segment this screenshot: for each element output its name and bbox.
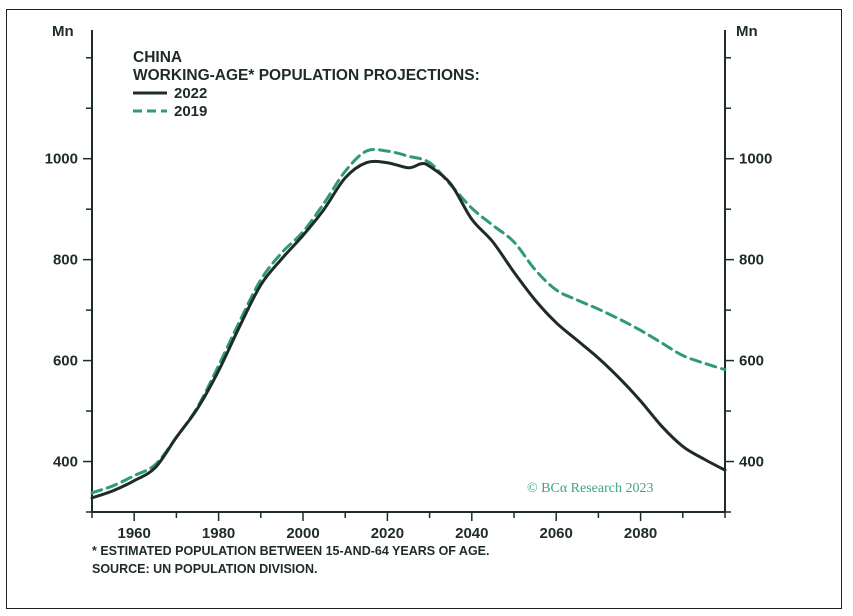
chart-title: CHINA: [133, 49, 182, 66]
series-line-2022: [90, 159, 727, 500]
y-tick-label-right-800: 800: [739, 252, 764, 269]
x-tick-label-2000: 2000: [286, 525, 319, 542]
y-tick-label-left-400: 400: [53, 454, 78, 471]
series-line-2019: [90, 147, 727, 495]
y-tick-label-right-400: 400: [739, 454, 764, 471]
legend-label-2022: 2022: [174, 85, 207, 102]
copyright-logo: BCα: [541, 481, 568, 496]
chart-frame: [6, 9, 842, 609]
y-tick-label-left-1000: 1000: [45, 151, 78, 168]
x-tick-label-2040: 2040: [455, 525, 488, 542]
footnote: * ESTIMATED POPULATION BETWEEN 15-AND-64…: [92, 544, 490, 558]
y-tick-label-right-1000: 1000: [739, 151, 772, 168]
source-note: SOURCE: UN POPULATION DIVISION.: [92, 562, 317, 576]
chart-subtitle: WORKING-AGE* POPULATION PROJECTIONS:: [133, 67, 480, 84]
x-tick-label-2060: 2060: [540, 525, 573, 542]
x-tick-label-2080: 2080: [624, 525, 657, 542]
x-tick-label-1960: 1960: [118, 525, 151, 542]
y-tick-label-left-800: 800: [53, 252, 78, 269]
y-tick-label-right-600: 600: [739, 353, 764, 370]
x-tick-label-2020: 2020: [371, 525, 404, 542]
y-unit-right: Mn: [736, 23, 758, 40]
y-tick-label-left-600: 600: [53, 353, 78, 370]
legend-label-2019: 2019: [174, 103, 207, 120]
y-unit-left: Mn: [52, 23, 74, 40]
axis-ticks: 400 400 600 600 800 800 1000 1000 1960 1980 2000 20…: [45, 57, 772, 542]
x-tick-label-1980: 1980: [202, 525, 235, 542]
copyright-text: © BCα Research 2023: [527, 481, 653, 496]
